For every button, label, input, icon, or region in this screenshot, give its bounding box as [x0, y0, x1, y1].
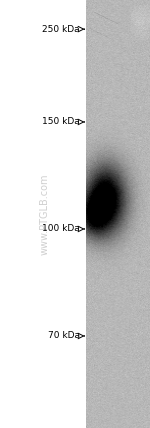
- Text: 100 kDa: 100 kDa: [42, 224, 80, 234]
- Text: 70 kDa: 70 kDa: [48, 331, 80, 341]
- Text: www.PTGLB.com: www.PTGLB.com: [40, 173, 50, 255]
- Text: 250 kDa: 250 kDa: [42, 24, 80, 34]
- Text: 150 kDa: 150 kDa: [42, 117, 80, 127]
